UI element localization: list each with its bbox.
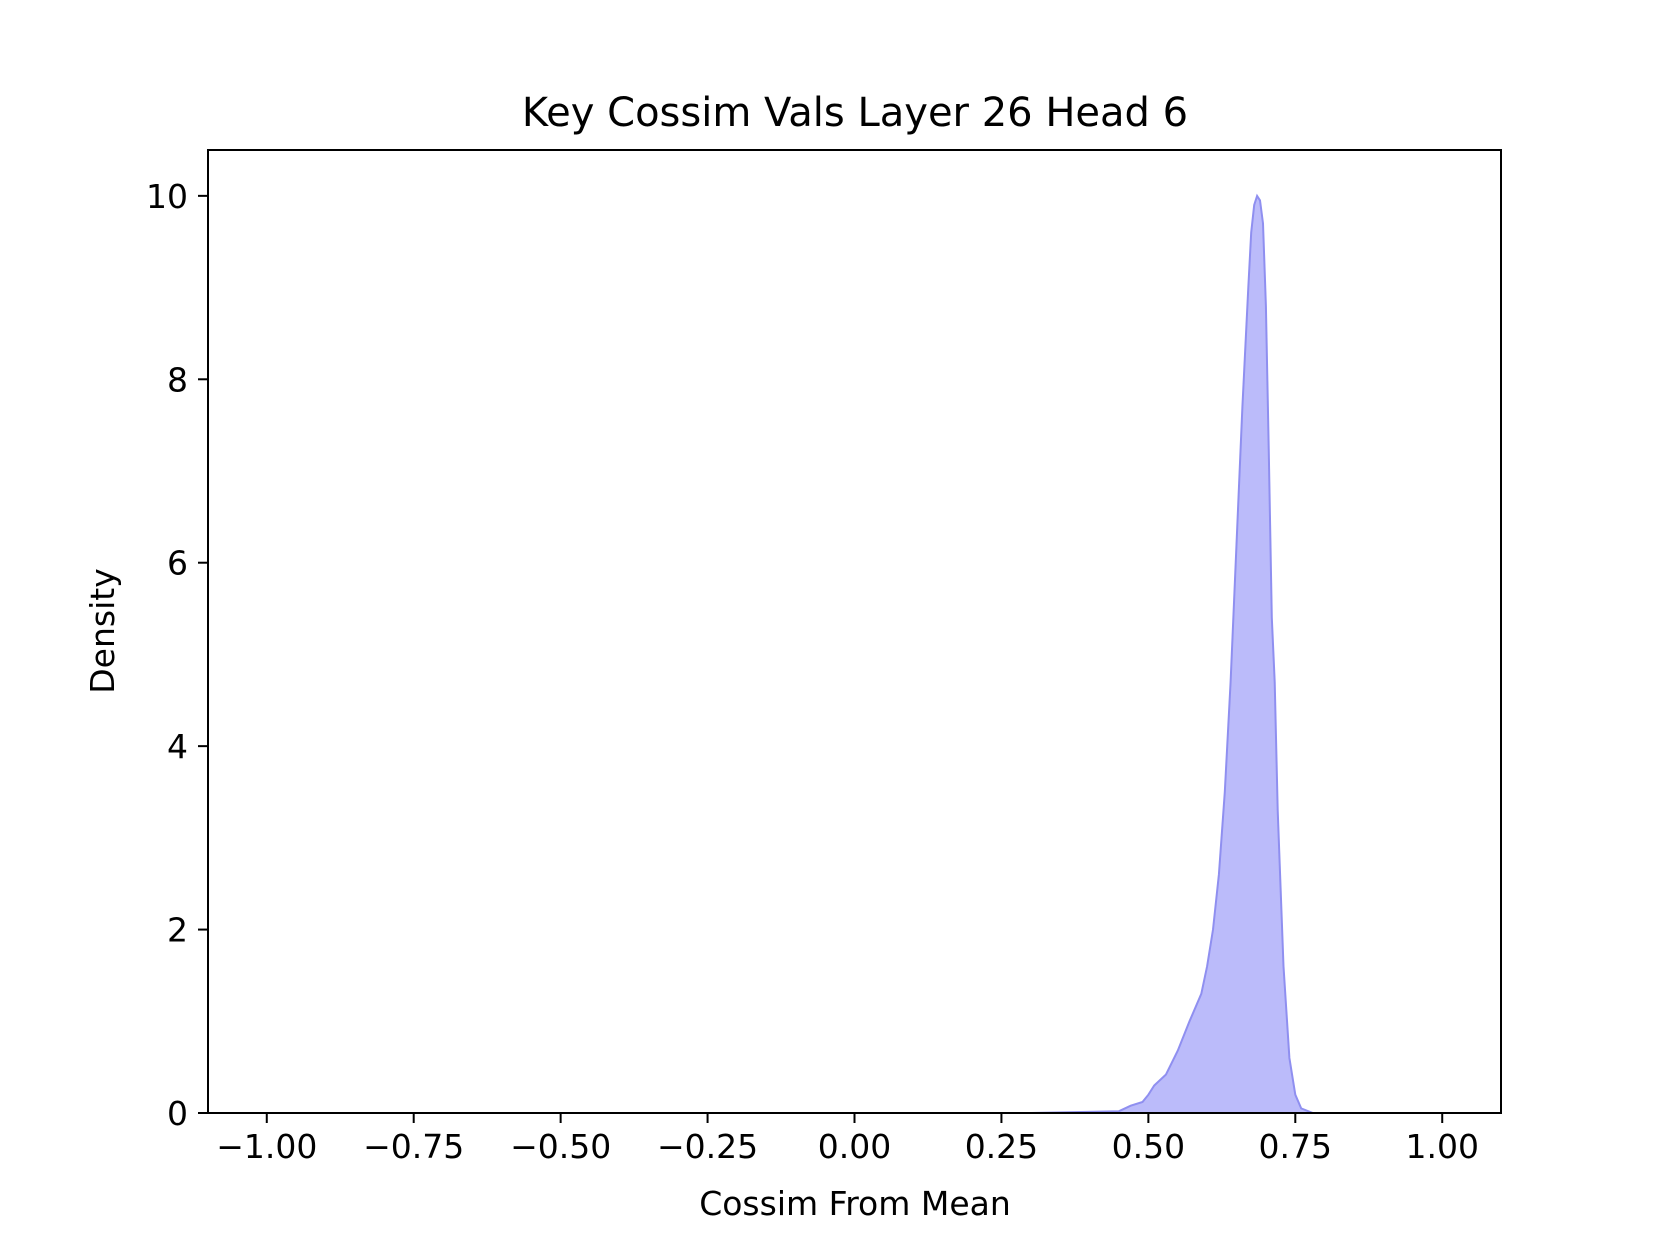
y-tick-label: 2 xyxy=(167,911,188,950)
x-axis-ticks: −1.00 −0.75 −0.50 −0.25 0.00 0.25 0.50 0.75 1.00 xyxy=(216,1113,1479,1166)
x-tick-label: 1.00 xyxy=(1405,1127,1478,1166)
x-tick-label: −0.50 xyxy=(510,1127,611,1166)
density-fill xyxy=(619,195,1313,1113)
y-tick-label: 10 xyxy=(146,177,188,216)
y-tick-label: 4 xyxy=(167,727,188,766)
x-tick-label: −0.25 xyxy=(657,1127,758,1166)
density-curve xyxy=(619,193,1314,1114)
y-tick-label: 8 xyxy=(167,360,188,399)
x-tick-label: 0.50 xyxy=(1112,1127,1185,1166)
x-tick-label: 0.75 xyxy=(1259,1127,1332,1166)
x-tick-label: −0.75 xyxy=(363,1127,464,1166)
y-tick-label: 0 xyxy=(167,1094,188,1133)
x-tick-label: 0.25 xyxy=(965,1127,1038,1166)
y-axis-label: Density xyxy=(83,568,122,693)
y-axis-ticks: 0 2 4 6 8 10 xyxy=(146,177,208,1133)
x-tick-label: 0.00 xyxy=(818,1127,891,1166)
x-axis-label: Cossim From Mean xyxy=(699,1184,1011,1223)
x-tick-label: −1.00 xyxy=(216,1127,317,1166)
chart-title: Key Cossim Vals Layer 26 Head 6 xyxy=(522,90,1188,136)
density-area-layer xyxy=(619,193,1314,1114)
y-tick-label: 6 xyxy=(167,544,188,583)
